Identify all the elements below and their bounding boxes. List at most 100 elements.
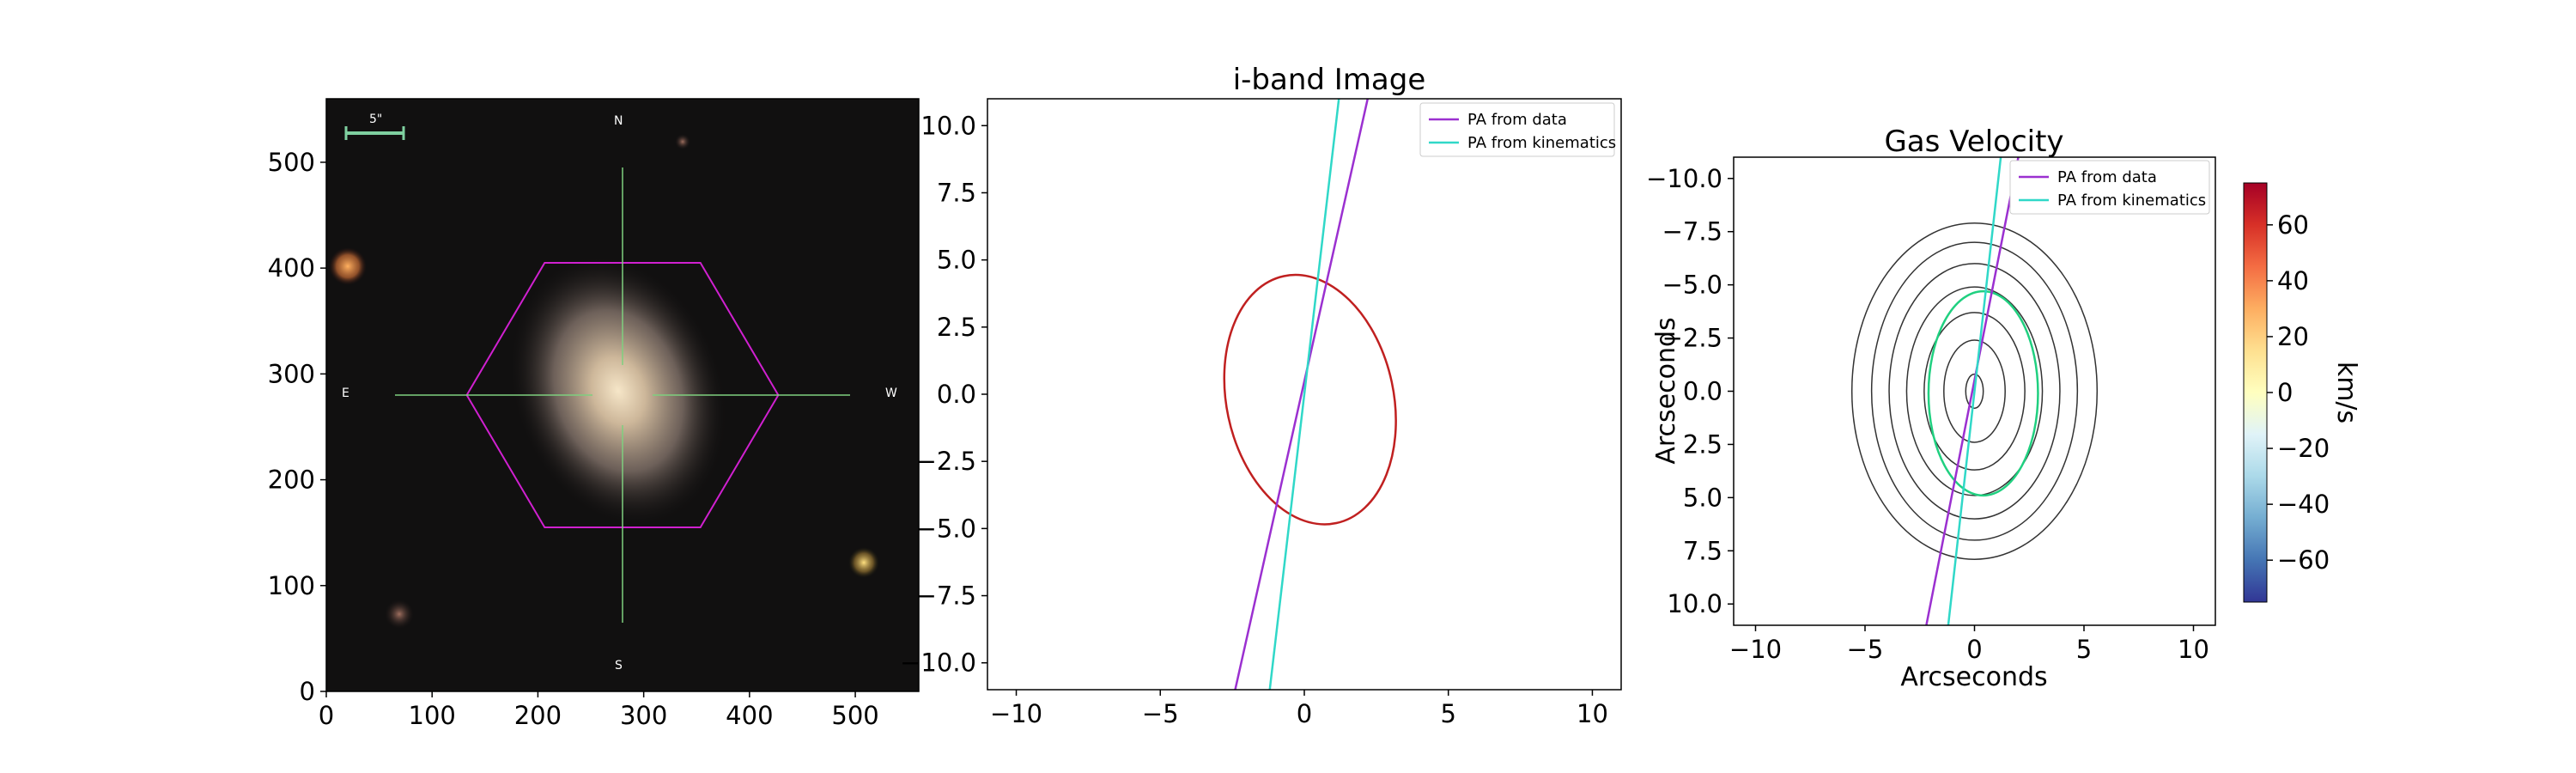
y-tick-label: −10.0 — [900, 648, 976, 678]
image-frame — [325, 98, 920, 692]
x-tick-label: 0 — [1966, 635, 1982, 664]
x-tick-label: 5 — [1441, 699, 1456, 728]
y-tick-label: 2.5 — [1683, 429, 1722, 459]
scale-bar-label: 5" — [369, 113, 382, 126]
y-tick-label: 400 — [268, 253, 315, 283]
y-tick-label: 5.0 — [1683, 483, 1722, 512]
y-tick-label: 0 — [300, 677, 315, 706]
colorbar-tick-label: 40 — [2277, 266, 2309, 295]
x-tick-label: 5 — [2076, 635, 2092, 664]
colorbar-tick-label: 0 — [2277, 378, 2293, 407]
y-tick-label: −2.5 — [916, 447, 976, 476]
velocity-frame — [1733, 156, 2216, 626]
x-tick-label: 10 — [1577, 699, 1608, 728]
x-tick-label: −5 — [1847, 635, 1884, 664]
y-tick-label: 2.5 — [937, 313, 976, 342]
x-tick-label: 10 — [2178, 635, 2209, 664]
iband-pa-line — [1268, 99, 1340, 690]
x-tick-label: 500 — [831, 701, 878, 730]
colorbar-tick-label: −60 — [2277, 545, 2330, 575]
colorbar-ticks: 60 40 20 0 −20 −40 −60 — [2267, 210, 2330, 575]
label-west: W — [885, 386, 897, 400]
x-tick-label: 0 — [319, 701, 334, 730]
velocity-overlays — [1850, 157, 2099, 625]
y-tick-label: −10.0 — [1646, 164, 1722, 193]
legend-label: PA from kinematics — [1467, 134, 1616, 152]
colorbar-tick-label: −40 — [2277, 490, 2330, 519]
y-tick-label: 200 — [268, 466, 315, 495]
iband-legend: PA from data PA from kinematics — [1419, 102, 1616, 157]
colorbar-tick-label: −20 — [2277, 434, 2330, 463]
image-ticks: 0 100 200 300 400 500 0 100 200 300 400 500 — [268, 148, 879, 730]
x-tick-label: 400 — [726, 701, 773, 730]
velocity-title: Gas Velocity — [1884, 125, 2063, 159]
star-faint — [675, 134, 690, 149]
y-tick-label: −7.5 — [916, 581, 976, 611]
iband-frame — [987, 98, 1622, 691]
legend-label: PA from data — [2057, 168, 2157, 186]
colorbar — [2243, 182, 2268, 603]
y-tick-label: −7.5 — [1662, 217, 1722, 247]
velocity-contour — [1870, 241, 2079, 541]
x-tick-label: 200 — [514, 701, 562, 730]
colorbar-tick-label: 20 — [2277, 322, 2309, 351]
iband-ellipse — [1223, 273, 1397, 526]
y-tick-label: 5.0 — [937, 246, 976, 275]
y-tick-label: −5.0 — [916, 514, 976, 543]
image-content: 5" N S E W — [329, 113, 897, 673]
velocity-contour — [1943, 339, 2006, 443]
colorbar-label: km/s — [2331, 362, 2361, 423]
legend-label: PA from data — [1467, 111, 1567, 129]
velocity-xlabel: Arcseconds — [1900, 662, 2047, 692]
y-tick-label: 7.5 — [937, 178, 976, 207]
iband-overlays — [1223, 99, 1397, 690]
legend-box — [2009, 160, 2210, 215]
panel-image: 5" N S E W 0 100 200 300 400 500 0 100 200 300 400… — [268, 98, 920, 730]
velocity-ylabel: Arcseconds — [1651, 317, 1681, 464]
x-tick-label: −5 — [1142, 699, 1179, 728]
x-tick-label: 100 — [409, 701, 456, 730]
y-tick-label: 0.0 — [1683, 377, 1722, 406]
velocity-pa-line — [1947, 157, 2002, 625]
galaxy — [510, 257, 726, 525]
velocity-contour — [1888, 263, 2061, 520]
y-tick-label: −2.5 — [1662, 324, 1722, 353]
x-tick-label: −10 — [1729, 635, 1782, 664]
label-south: S — [615, 659, 623, 673]
y-tick-label: 500 — [268, 148, 315, 177]
velocity-ticks: −10 −5 0 5 10 10.0 7.5 5.0 2.5 0.0 −2.5 −5.0 −7.5 −10… — [1646, 164, 2209, 664]
y-tick-label: 7.5 — [1683, 536, 1722, 565]
scale-bar: 5" — [344, 113, 405, 140]
colorbar-tick-label: 60 — [2277, 210, 2309, 240]
velocity-contour — [1905, 286, 2044, 496]
x-tick-label: 0 — [1297, 699, 1312, 728]
velocity-contour — [1850, 222, 2099, 560]
velocity-pa-line — [1925, 157, 2020, 625]
y-tick-label: −5.0 — [1662, 271, 1722, 300]
velocity-legend: PA from data PA from kinematics — [2009, 160, 2210, 215]
velocity-ellipse — [1927, 289, 2039, 497]
star-orange — [329, 247, 367, 285]
panel-velocity: Gas Velocity −10 −5 0 5 10 10.0 7.5 5.0 2.5 0.0 −2… — [1646, 125, 2361, 692]
x-tick-label: −10 — [990, 699, 1042, 728]
velocity-contour — [1965, 373, 1984, 410]
iband-pa-line — [1234, 99, 1370, 690]
crosshair — [395, 167, 850, 623]
label-east: E — [342, 386, 349, 400]
star-yellow — [848, 547, 879, 578]
panel-iband: i-band Image −10 −5 0 5 10 −10.0 −7.5 −5.0 −2.5 0… — [900, 63, 1622, 728]
velocity-contour — [1923, 312, 2026, 471]
star-dim — [385, 600, 414, 629]
iband-ticks: −10 −5 0 5 10 −10.0 −7.5 −5.0 −2.5 0.0 2.5 5.0 7.5 10… — [900, 111, 1608, 728]
y-tick-label: 300 — [268, 359, 315, 388]
y-tick-label: 0.0 — [937, 380, 976, 409]
label-north: N — [614, 114, 623, 128]
y-tick-label: 10.0 — [1667, 589, 1722, 618]
y-tick-label: 10.0 — [920, 111, 976, 140]
iband-title: i-band Image — [1233, 63, 1426, 97]
legend-label: PA from kinematics — [2057, 192, 2206, 210]
y-tick-label: 100 — [268, 571, 315, 600]
legend-box — [1419, 102, 1615, 157]
x-tick-label: 300 — [620, 701, 667, 730]
